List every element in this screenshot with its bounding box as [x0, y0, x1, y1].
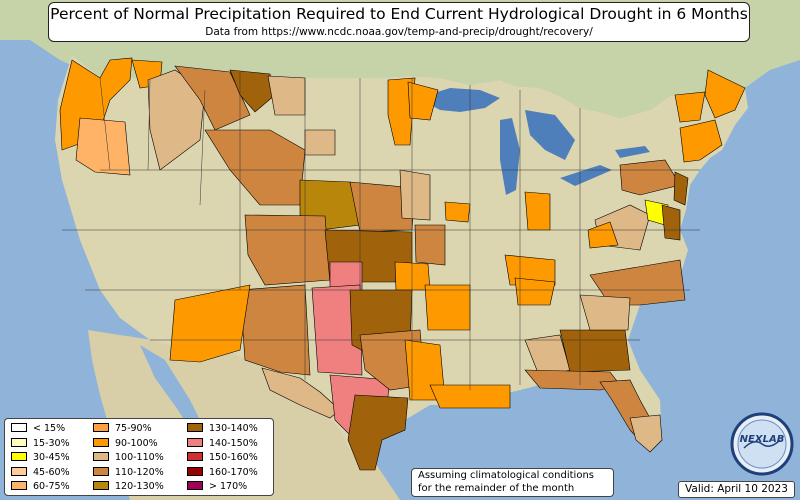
region-pennsylvania	[619, 159, 681, 196]
legend-item: 30-45%	[11, 452, 70, 464]
legend-swatch	[187, 437, 203, 447]
legend-item: 75-90%	[93, 423, 152, 435]
region-oregon	[75, 117, 131, 176]
note-line-2: for the remainder of the month	[418, 482, 575, 494]
nexlab-logo: NEXLAB	[730, 412, 794, 476]
legend-item: 160-170%	[187, 466, 258, 479]
legend-label: 160-170%	[209, 466, 258, 478]
region-tennessee-west	[514, 277, 556, 306]
region-kansas-east	[394, 261, 431, 291]
state-borders	[62, 72, 700, 400]
legend-swatch	[187, 466, 203, 476]
region-ny-north	[674, 91, 706, 123]
legend-item: < 15%	[11, 423, 65, 435]
map-subtitle: Data from https://www.ncdc.noaa.gov/temp…	[205, 26, 593, 38]
legend-swatch	[11, 423, 27, 432]
legend-swatch	[93, 452, 109, 461]
region-alabama-georgia	[559, 329, 631, 373]
region-new-mexico-arizona	[239, 284, 311, 376]
legend-swatch	[11, 466, 27, 476]
region-louisiana-coast	[429, 384, 511, 409]
legend-item: 15-30%	[11, 437, 70, 450]
legend-item: 90-100%	[93, 437, 158, 450]
legend-item: 60-75%	[11, 481, 70, 493]
region-kentucky	[504, 254, 556, 286]
legend-label: < 15%	[33, 423, 66, 434]
region-florida-south	[629, 414, 663, 453]
map-title: Percent of Normal Precipitation Required…	[50, 5, 748, 23]
region-delmarva	[661, 204, 681, 241]
legend-swatch	[187, 423, 203, 432]
legend: < 15% 15-30% 30-45% 45-60% 60-75% 75-90% 90-10…	[4, 418, 274, 496]
lake-superior	[418, 88, 500, 112]
legend-label: 15-30%	[33, 437, 70, 449]
legend-label: 110-120%	[115, 466, 164, 478]
region-maine	[704, 69, 746, 119]
drought-regions	[59, 57, 746, 471]
region-pacific-nw-coast	[59, 57, 133, 151]
legend-label: 120-130%	[115, 481, 164, 492]
lake-huron	[525, 110, 575, 160]
legend-label: 30-45%	[33, 452, 70, 463]
region-new-england	[679, 119, 723, 163]
region-iowa-west	[399, 169, 431, 221]
valid-date: Valid: April 10 2023	[678, 481, 795, 498]
lake-ontario	[615, 146, 650, 158]
legend-label: 60-75%	[33, 481, 70, 492]
region-south-texas	[347, 394, 409, 471]
legend-label: > 170%	[209, 481, 248, 492]
legend-swatch	[11, 481, 27, 490]
legend-swatch	[93, 481, 109, 490]
region-western-montana	[174, 65, 251, 131]
legend-label: 75-90%	[115, 423, 152, 434]
legend-label: 150-160%	[209, 452, 258, 463]
region-central-montana	[229, 69, 276, 113]
region-nj	[673, 171, 689, 206]
svg-text:NEXLAB: NEXLAB	[740, 434, 785, 445]
legend-label: 45-60%	[33, 466, 70, 478]
legend-label: 100-110%	[115, 452, 164, 463]
region-colorado	[244, 214, 331, 286]
legend-item: 100-110%	[93, 452, 164, 464]
legend-swatch	[11, 452, 27, 461]
note-line-1: Assuming climatological conditions	[418, 470, 594, 481]
legend-item: 120-130%	[93, 481, 164, 493]
legend-label: 90-100%	[115, 437, 158, 449]
legend-item: 110-120%	[93, 466, 164, 479]
region-minnesota-west	[387, 77, 416, 146]
region-iowa-east	[444, 201, 471, 223]
lake-michigan	[500, 118, 520, 195]
legend-swatch	[187, 452, 203, 461]
legend-swatch	[93, 466, 109, 476]
legend-label: 130-140%	[209, 423, 258, 434]
legend-swatch	[187, 481, 203, 490]
legend-label: 140-150%	[209, 437, 258, 449]
region-texas-panhandle	[311, 284, 363, 376]
legend-item: 150-160%	[187, 452, 258, 464]
climatology-note: Assuming climatological conditions for t…	[411, 468, 614, 497]
region-missouri	[414, 224, 446, 266]
region-idaho	[147, 69, 206, 171]
legend-swatch	[93, 423, 109, 432]
region-arkansas	[424, 284, 471, 331]
region-minnesota-east	[407, 81, 439, 121]
legend-item: 130-140%	[187, 423, 258, 435]
legend-item: 45-60%	[11, 466, 70, 479]
legend-item: 140-150%	[187, 437, 258, 450]
legend-swatch	[93, 437, 109, 447]
region-sc-inland	[579, 294, 631, 331]
region-arizona-west	[169, 284, 251, 363]
legend-item: > 170%	[187, 481, 247, 493]
title-box: Percent of Normal Precipitation Required…	[48, 2, 750, 42]
legend-swatch	[11, 437, 27, 447]
region-sd-small	[304, 129, 336, 156]
region-indiana	[524, 191, 551, 231]
region-virginia-orange	[587, 221, 619, 249]
